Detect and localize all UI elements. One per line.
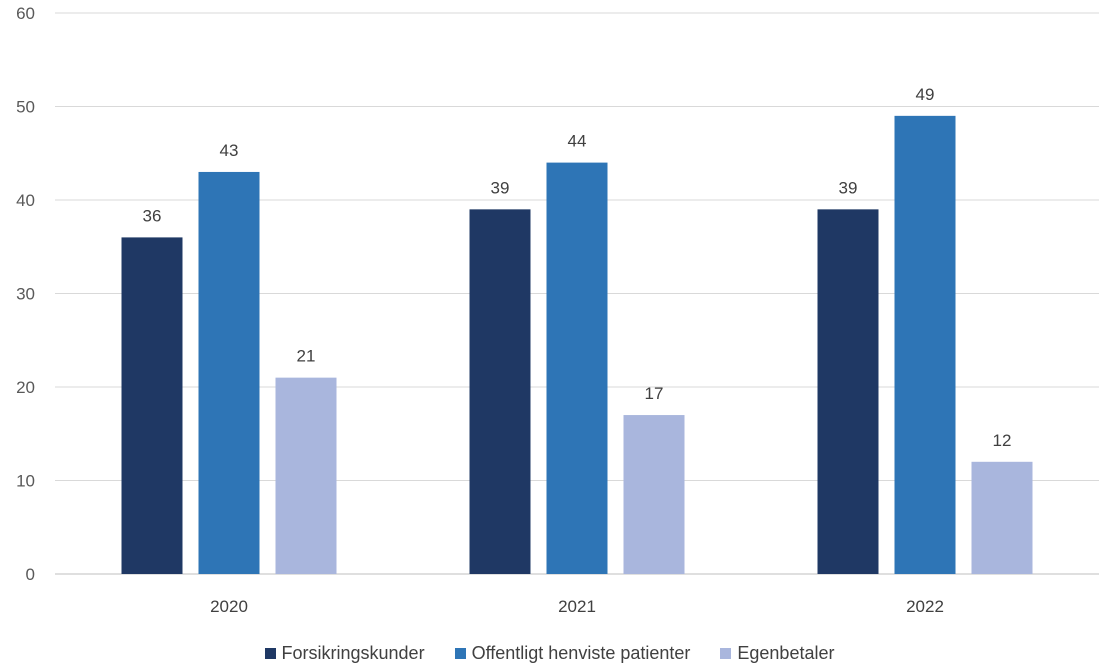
data-label: 43: [220, 141, 239, 160]
bar-2020-1: [121, 237, 183, 574]
x-tick-label: 2022: [906, 597, 944, 616]
legend-item: Forsikringskunder: [264, 643, 425, 664]
y-tick-label: 50: [16, 98, 35, 117]
legend-label: Offentligt henviste patienter: [471, 643, 691, 663]
data-labels: 36 43 21 39 44 17 39 49 12: [143, 85, 1012, 450]
y-tick-label: 30: [16, 285, 35, 304]
x-tick-label: 2021: [558, 597, 596, 616]
legend-label: Forsikringskunder: [281, 643, 425, 663]
bar-2020-3: [275, 377, 337, 574]
bar-2022-2: [894, 115, 956, 574]
y-axis: 0 10 20 30 40 50 60: [16, 4, 35, 584]
bar-2022-3: [971, 461, 1033, 574]
bar-2021-1: [469, 209, 531, 574]
legend-item: Egenbetaler: [720, 643, 834, 664]
legend-swatch: [720, 648, 732, 659]
legend-swatch: [264, 648, 276, 659]
legend-swatch: [454, 648, 466, 659]
data-label: 17: [645, 384, 664, 403]
bar-2022-1: [817, 209, 879, 574]
x-axis: 2020 2021 2022: [210, 597, 944, 616]
y-tick-label: 10: [16, 472, 35, 491]
bar-2021-2: [546, 162, 608, 574]
legend: Forsikringskunder Offentligt henviste pat…: [0, 643, 1099, 664]
y-tick-label: 60: [16, 4, 35, 23]
data-label: 36: [143, 206, 162, 225]
bar-2020-2: [198, 171, 260, 574]
legend-item: Offentligt henviste patienter: [454, 643, 691, 664]
legend-label: Egenbetaler: [737, 643, 835, 663]
bars: [121, 115, 1033, 574]
data-label: 44: [568, 132, 587, 151]
y-tick-label: 40: [16, 191, 35, 210]
data-label: 39: [491, 178, 510, 197]
data-label: 21: [297, 347, 316, 366]
data-label: 12: [993, 431, 1012, 450]
bar-2021-3: [623, 415, 685, 574]
y-tick-label: 0: [26, 565, 35, 584]
data-label: 39: [839, 178, 858, 197]
y-tick-label: 20: [16, 378, 35, 397]
data-label: 49: [916, 85, 935, 104]
x-tick-label: 2020: [210, 597, 248, 616]
